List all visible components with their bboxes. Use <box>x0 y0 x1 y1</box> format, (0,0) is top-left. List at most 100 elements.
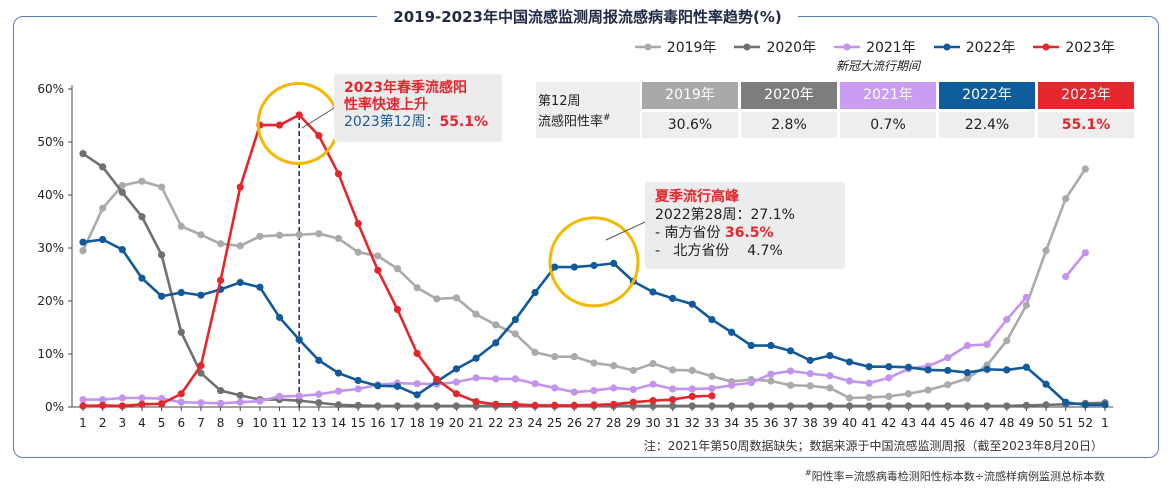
legend-marker <box>734 43 761 51</box>
data-point-2019年 <box>393 265 402 273</box>
callout-spring-line2: 性率快速上升 <box>344 97 428 113</box>
data-point-2023年 <box>354 220 362 228</box>
data-point-2023年 <box>177 390 185 398</box>
data-point-2021年 <box>1062 273 1070 281</box>
data-point-2020年 <box>236 391 244 399</box>
data-point-2021年 <box>983 340 991 349</box>
data-point-2019年 <box>1062 195 1070 203</box>
x-tick-label: 41 <box>862 416 877 430</box>
data-point-2023年 <box>374 266 382 274</box>
callout-summer-title: 夏季流行高峰 <box>655 189 739 205</box>
data-point-2020年 <box>708 402 716 410</box>
data-point-2021年 <box>1081 249 1089 257</box>
data-point-2022年 <box>649 288 657 296</box>
table-value-2022年: 22.4% <box>939 112 1035 138</box>
x-tick-label: 1 <box>1101 416 1109 430</box>
data-point-2020年 <box>845 402 854 410</box>
data-point-2019年 <box>531 348 539 357</box>
callout-summer-leader <box>605 221 646 241</box>
data-point-2023年 <box>315 132 323 140</box>
data-point-2023年 <box>610 400 618 408</box>
data-point-2021年 <box>275 392 284 400</box>
data-point-2022年 <box>295 336 303 344</box>
legend-label: 2020年 <box>766 40 817 56</box>
x-tick-label: 3 <box>118 416 126 430</box>
x-tick-label: 46 <box>960 416 975 430</box>
data-point-2021年 <box>806 370 814 378</box>
table-row-label-line2: 流感阳性率 <box>538 114 604 130</box>
legend-item: 2019年 <box>634 37 717 57</box>
legend-label: 2021年 <box>866 40 916 56</box>
data-point-2020年 <box>1003 402 1011 410</box>
data-point-2020年 <box>433 402 441 410</box>
data-point-2021年 <box>492 375 500 383</box>
data-point-2023年 <box>275 121 284 129</box>
data-point-2022年 <box>1062 398 1070 406</box>
data-point-2019年 <box>688 366 696 375</box>
footnote-text: 阳性率=流感病毒检测阳性标本数÷流感样病例监测总标本数 <box>811 470 1105 483</box>
data-point-2023年 <box>216 276 225 284</box>
data-point-2022年 <box>118 245 126 254</box>
x-tick-label: 35 <box>744 416 759 430</box>
x-tick-label: 44 <box>920 416 935 430</box>
data-point-2022年 <box>924 366 932 374</box>
data-point-2020年 <box>688 402 696 410</box>
data-point-2020年 <box>334 401 343 409</box>
data-point-2022年 <box>354 376 362 385</box>
x-tick-label: 1 <box>79 416 87 430</box>
x-tick-label: 32 <box>685 416 700 430</box>
x-tick-label: 2 <box>99 416 107 430</box>
data-point-2019年 <box>885 392 893 400</box>
data-point-2019年 <box>570 353 578 361</box>
x-tick-label: 6 <box>177 416 185 430</box>
footnote-sup: # <box>804 468 812 478</box>
data-point-2019年 <box>354 248 362 256</box>
data-point-2020年 <box>767 402 775 410</box>
x-tick-label: 11 <box>272 416 287 430</box>
data-point-2019年 <box>295 231 303 239</box>
data-point-2022年 <box>727 328 736 336</box>
data-point-2023年 <box>413 349 421 358</box>
data-point-2020年 <box>963 402 972 410</box>
data-point-2022年 <box>1101 401 1109 409</box>
x-tick-label: 38 <box>803 416 818 430</box>
data-point-2022年 <box>944 366 952 375</box>
data-point-2021年 <box>531 380 539 388</box>
data-point-2023年 <box>334 170 343 178</box>
data-point-2022年 <box>472 354 480 362</box>
data-point-2021年 <box>1022 293 1030 301</box>
data-point-2019年 <box>79 247 87 255</box>
data-point-2020年 <box>177 328 185 336</box>
x-tick-label: 52 <box>1078 416 1093 430</box>
data-point-2019年 <box>865 393 873 402</box>
legend-marker <box>634 43 661 51</box>
x-tick-label: 7 <box>197 416 205 430</box>
data-point-2022年 <box>275 313 284 322</box>
data-point-2022年 <box>79 238 87 246</box>
data-point-2020年 <box>806 402 814 410</box>
x-tick-label: 36 <box>763 416 778 430</box>
data-point-2022年 <box>1081 401 1089 409</box>
data-point-2022年 <box>963 368 972 377</box>
data-point-2019年 <box>1022 301 1030 309</box>
data-point-2019年 <box>1003 337 1011 345</box>
data-point-2019年 <box>452 294 461 302</box>
callout-summer-south-value: 36.5% <box>724 225 774 241</box>
data-point-2021年 <box>845 377 854 385</box>
data-point-2019年 <box>1042 247 1050 255</box>
table-header-2020年: 2020年 <box>741 82 837 109</box>
legend-label: 2019年 <box>666 40 717 56</box>
data-point-2021年 <box>472 374 480 382</box>
data-point-2019年 <box>708 372 716 380</box>
table-row-label-line2-wrap: 流感阳性率# <box>538 110 638 130</box>
data-point-2023年 <box>649 397 657 405</box>
data-point-2019年 <box>924 386 932 394</box>
x-tick-label: 18 <box>409 416 424 430</box>
data-point-2022年 <box>492 339 500 347</box>
data-point-2021年 <box>354 385 362 393</box>
data-point-2019年 <box>590 359 598 367</box>
x-tick-label: 4 <box>138 416 146 430</box>
x-tick-label: 22 <box>488 416 503 430</box>
data-point-2019年 <box>511 330 519 338</box>
legend-label: 2022年 <box>965 40 1016 56</box>
